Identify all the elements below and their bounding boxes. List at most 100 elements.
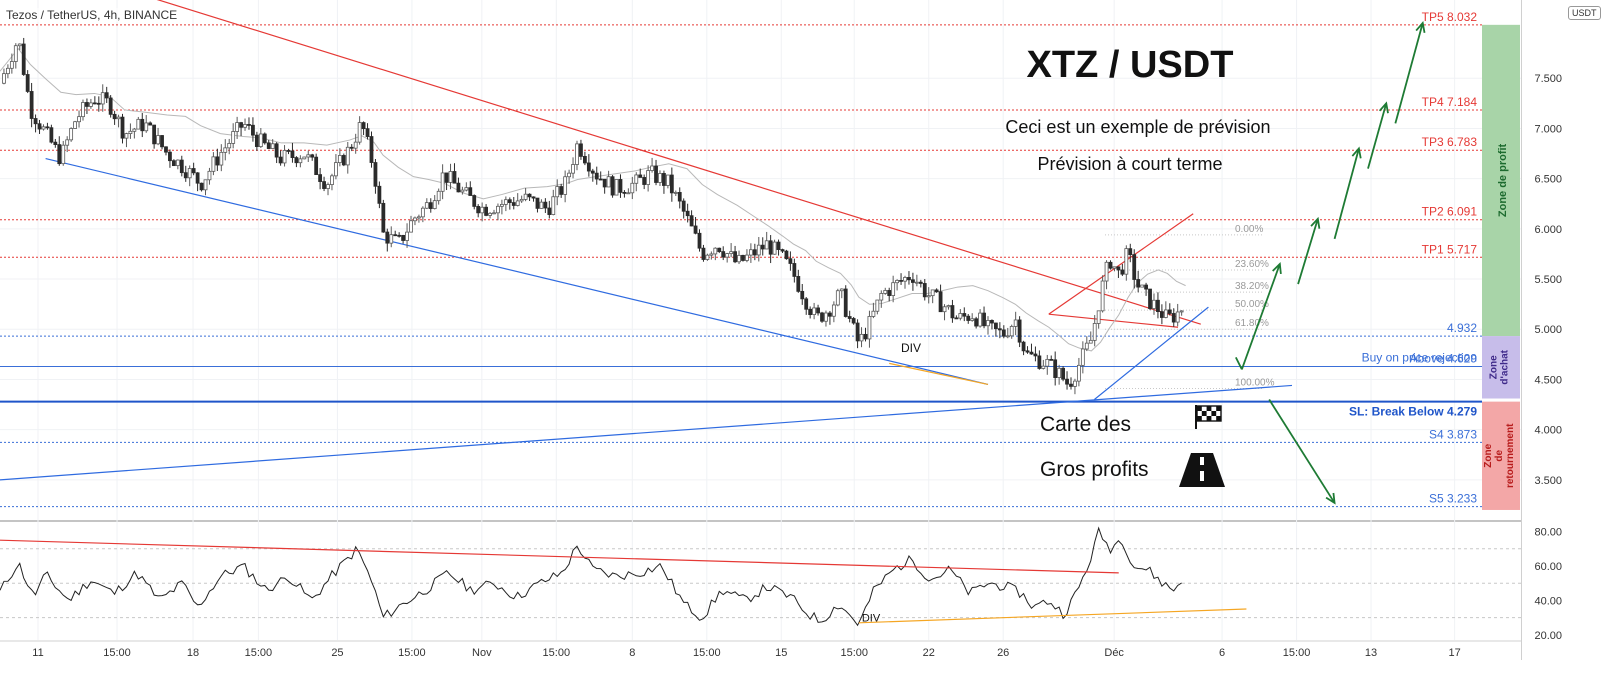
level-label: 4.932 [1447,321,1477,335]
candle-body [203,179,208,191]
candle-body [701,247,706,260]
candle-body [175,159,180,167]
candle-body [689,215,694,227]
time-axis-tick-label: 17 [1449,647,1461,659]
candle-body [930,289,935,297]
candle-body [1124,248,1129,275]
candle-body [942,306,947,313]
candle-body [903,277,907,282]
candle-body [665,174,670,186]
rsi-resistance-line [0,539,1119,574]
candle-body [77,116,81,123]
candle-body [1045,358,1050,367]
candle-body [1001,329,1006,337]
candle-body [796,276,801,292]
candle-body [353,141,358,149]
candle-body [496,205,500,214]
candle-body [120,116,125,139]
candle-body [926,295,931,298]
candle-body [812,307,817,315]
level-label: TP3 6.783 [1422,135,1478,149]
candle-body [835,290,840,306]
candle-body [199,182,204,191]
candle-body [270,143,275,149]
candle-body [409,220,413,233]
candle-body [673,192,678,194]
candle-body [1037,355,1042,369]
candle-body [464,187,469,191]
forecast-arrow-head [1272,262,1282,275]
candle-body [828,312,832,317]
candle-body [1152,299,1156,309]
forecast-note-2: Prévision à court terme [1037,154,1222,174]
level-label: TP4 7.184 [1422,95,1478,109]
candle-body [377,185,382,204]
candle-body [745,254,749,261]
forecast-arrow [1297,218,1319,285]
candle-body [646,170,651,185]
candle-body [484,206,488,216]
candle-body [243,124,247,128]
checkered-flag-icon [1195,405,1222,429]
currency-badge[interactable]: USDT [1568,6,1601,20]
forecast-arrow-head [1415,21,1426,34]
candle-body [891,282,896,296]
candle-body [100,92,105,105]
zone-label-line: retournement [1505,423,1516,488]
candle-body [642,177,647,185]
candle-body [432,200,437,209]
price-axis-tick-label: 7.500 [1534,73,1562,85]
candle-body [634,174,639,184]
candle-body [69,128,74,141]
candle-body [895,280,900,284]
candle-body [1140,284,1145,288]
channel-lower-line [1048,313,1179,328]
forecast-arrow [1367,103,1388,169]
forecast-note-1: Ceci est un exemple de prévision [1005,117,1270,137]
candle-body [258,133,263,147]
candle-body [500,203,504,207]
candle-body [804,298,809,310]
candle-body [709,253,714,256]
candle-body [586,162,591,172]
candle-body [1088,339,1093,344]
symbol-title: Tezos / TetherUS, 4h, BINANCE [6,8,178,22]
candle-body [934,289,939,293]
candle-body [1116,266,1121,271]
candle-body [420,207,425,218]
candle-body [1033,353,1038,357]
candle-body [776,241,781,250]
candle-body [334,162,338,177]
candle-body [824,312,828,322]
candle-body [140,118,145,132]
time-axis-tick-label: 18 [187,647,199,659]
candle-body [914,281,919,284]
forecast-arrow [1333,148,1360,240]
candle-body [1029,351,1034,355]
candle-body [1163,309,1168,318]
candle-body [816,307,820,314]
candle-body [219,151,224,166]
candle-body [978,312,982,327]
candle-body [970,318,975,321]
candle-body [1013,319,1018,327]
candle-body [156,135,160,145]
candle-body [73,121,77,129]
candle-body [1148,288,1152,309]
candle-body [598,178,603,181]
price-axis-tick-label: 7.000 [1534,123,1562,135]
candle-body [859,333,864,342]
candle-body [760,244,765,250]
zone-band [1482,336,1520,399]
candle-body [855,322,860,342]
candle-body [563,176,568,195]
forecast-start-tick [1235,356,1243,370]
price-axis-tick-label: 6.000 [1534,224,1562,236]
candle-body [887,290,892,296]
candle-body [752,249,757,256]
candle-body [211,156,216,172]
candle-body [310,154,315,158]
candle-body [294,157,299,164]
